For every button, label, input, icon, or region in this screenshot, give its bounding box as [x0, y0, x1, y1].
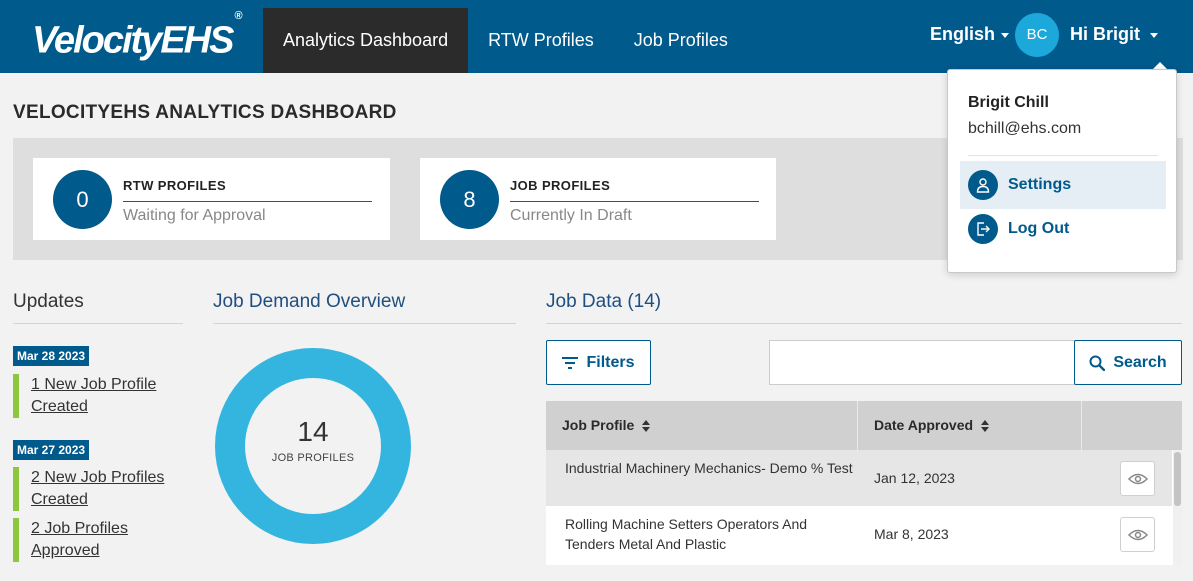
- table-header: Job Profile Date Approved: [546, 401, 1182, 450]
- count-badge: 0: [53, 170, 112, 229]
- user-dropdown-menu: Brigit Chill bchill@ehs.com Settings Log…: [947, 69, 1177, 273]
- nav-analytics-dashboard[interactable]: Analytics Dashboard: [263, 8, 469, 73]
- update-link[interactable]: 2 New Job Profiles Created: [13, 467, 183, 511]
- logout-icon: [968, 214, 998, 244]
- job-data-table: Job Profile Date Approved Industrial Mac…: [546, 401, 1182, 565]
- card-subtitle: Waiting for Approval: [123, 207, 266, 224]
- date-approved-cell: Mar 8, 2023: [874, 526, 949, 542]
- menu-divider: [968, 155, 1158, 156]
- avatar[interactable]: BC: [1015, 13, 1059, 57]
- filters-button[interactable]: Filters: [546, 340, 651, 385]
- updates-heading: Updates: [13, 291, 183, 324]
- search-icon: [1089, 355, 1106, 371]
- search-input[interactable]: [769, 340, 1075, 385]
- card-subtitle: Currently In Draft: [510, 207, 632, 224]
- user-icon: [968, 170, 998, 200]
- main-nav: Analytics Dashboard RTW Profiles Job Pro…: [263, 8, 748, 73]
- eye-icon: [1127, 529, 1148, 540]
- summary-card-rtw[interactable]: 0 RTW PROFILES Waiting for Approval: [33, 158, 390, 240]
- user-name: Brigit Chill: [968, 94, 1049, 111]
- table-row[interactable]: Industrial Machinery Mechanics- Demo % T…: [546, 450, 1172, 506]
- filters-label: Filters: [586, 353, 635, 371]
- view-button[interactable]: [1120, 517, 1155, 552]
- donut-label: JOB PROFILES: [271, 452, 355, 464]
- sort-icon: [642, 420, 651, 433]
- sort-icon: [980, 420, 989, 433]
- page-title: VELOCITYEHS ANALYTICS DASHBOARD: [13, 102, 397, 123]
- filter-icon: [562, 356, 579, 369]
- nav-job-profiles[interactable]: Job Profiles: [633, 30, 728, 50]
- count-badge: 8: [440, 170, 499, 229]
- date-approved-cell: Jan 12, 2023: [874, 470, 955, 486]
- job-data-heading: Job Data (14): [546, 291, 1182, 324]
- scroll-thumb[interactable]: [1174, 452, 1181, 506]
- update-link[interactable]: 2 Job Profiles Approved: [13, 518, 183, 562]
- chevron-down-icon: [1001, 32, 1010, 38]
- column-header-actions: [1082, 401, 1182, 450]
- language-selector[interactable]: English: [930, 24, 1010, 45]
- search-label: Search: [1113, 353, 1167, 371]
- card-title: RTW PROFILES: [123, 178, 372, 202]
- top-navigation-bar: VelocityEHS® Analytics Dashboard RTW Pro…: [0, 0, 1193, 73]
- eye-icon: [1127, 473, 1148, 484]
- menu-item-log-out[interactable]: Log Out: [960, 205, 1166, 253]
- user-menu-toggle[interactable]: Hi Brigit: [1070, 24, 1158, 45]
- column-header-job-profile[interactable]: Job Profile: [546, 401, 858, 450]
- donut-ring[interactable]: [215, 348, 411, 544]
- velocityehs-logo[interactable]: VelocityEHS®: [32, 10, 243, 62]
- view-button[interactable]: [1120, 461, 1155, 496]
- update-link[interactable]: 1 New Job Profile Created: [13, 374, 183, 418]
- donut-total: 14: [297, 416, 329, 447]
- card-title: JOB PROFILES: [510, 178, 759, 202]
- column-header-date-approved[interactable]: Date Approved: [858, 401, 1082, 450]
- nav-rtw-profiles[interactable]: RTW Profiles: [488, 30, 594, 50]
- chevron-down-icon: [1150, 32, 1158, 38]
- job-profile-cell: Industrial Machinery Mechanics- Demo % T…: [565, 460, 853, 476]
- summary-card-job[interactable]: 8 JOB PROFILES Currently In Draft: [420, 158, 776, 240]
- search-button[interactable]: Search: [1074, 340, 1182, 385]
- update-date-badge: Mar 28 2023: [13, 346, 90, 366]
- dropdown-arrow: [1152, 62, 1168, 70]
- job-demand-heading: Job Demand Overview: [213, 291, 516, 324]
- user-email: bchill@ehs.com: [968, 120, 1082, 137]
- menu-item-settings[interactable]: Settings: [960, 161, 1166, 209]
- job-demand-donut-chart[interactable]: [213, 346, 413, 546]
- table-scrollbar[interactable]: [1173, 450, 1182, 565]
- update-date-badge: Mar 27 2023: [13, 440, 90, 460]
- table-row[interactable]: Rolling Machine Setters Operators And Te…: [546, 506, 1172, 562]
- job-profile-cell: Rolling Machine Setters Operators And Te…: [565, 516, 808, 552]
